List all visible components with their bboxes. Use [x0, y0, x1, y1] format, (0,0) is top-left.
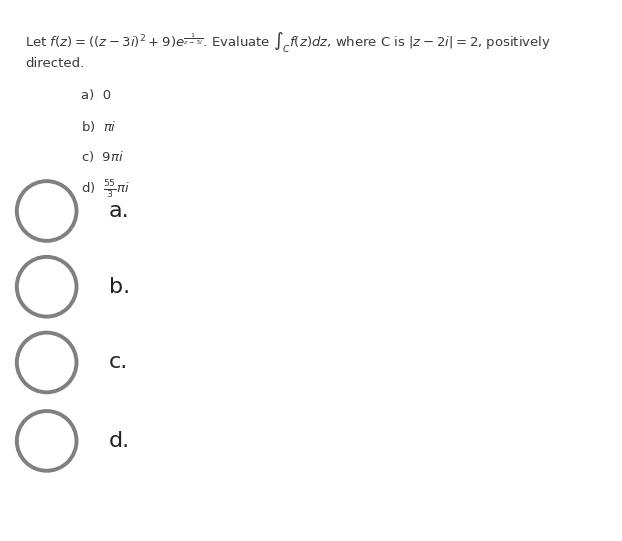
Text: b)  $\pi i$: b) $\pi i$	[81, 119, 116, 134]
Text: d.: d.	[109, 431, 130, 451]
Text: b.: b.	[109, 277, 130, 296]
Text: a.: a.	[109, 201, 129, 221]
Text: Let $f(z) = ((z - 3i)^2 + 9)e^{\frac{1}{z-3i}}$. Evaluate $\int_C f(z)dz$, where: Let $f(z) = ((z - 3i)^2 + 9)e^{\frac{1}{…	[25, 30, 551, 55]
Text: directed.: directed.	[25, 57, 84, 70]
Text: c.: c.	[109, 353, 128, 372]
Text: a)  0: a) 0	[81, 89, 111, 102]
Text: d)  $\frac{55}{3}\pi i$: d) $\frac{55}{3}\pi i$	[81, 179, 130, 201]
Text: c)  $9\pi i$: c) $9\pi i$	[81, 149, 124, 164]
